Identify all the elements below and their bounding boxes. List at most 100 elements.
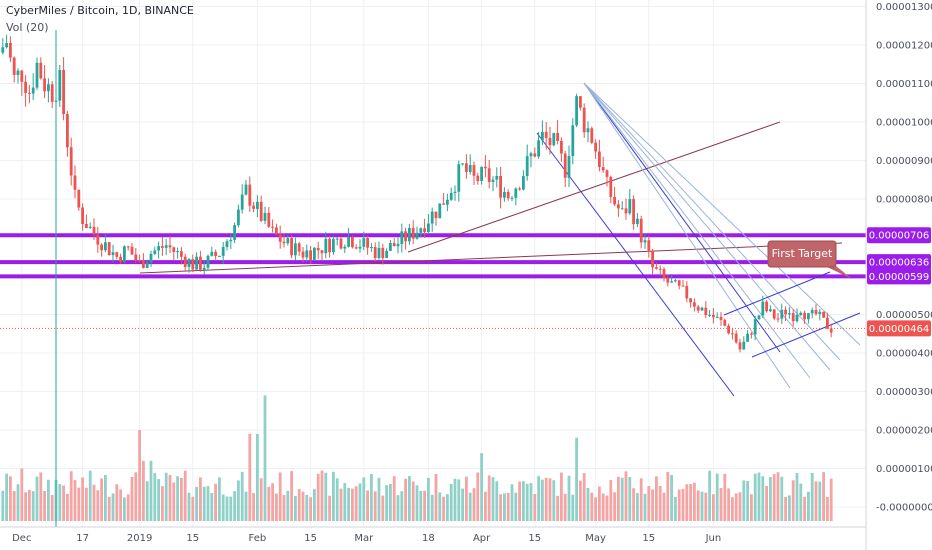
- candle-down: [366, 238, 369, 248]
- volume-bar: [252, 493, 255, 521]
- volume-bar: [704, 492, 708, 521]
- candle-down: [12, 57, 16, 75]
- volume-bar: [404, 478, 407, 521]
- volume-bar: [807, 491, 810, 521]
- candle-up: [571, 125, 575, 156]
- candle-up: [746, 333, 749, 342]
- y-tick-label: 0.00000800: [876, 195, 932, 206]
- candle-down: [658, 268, 662, 270]
- candle-down: [590, 128, 594, 143]
- candle-down: [199, 256, 202, 270]
- y-tick-label: 0.00001100: [876, 79, 932, 90]
- x-tick-label: Mar: [354, 533, 374, 544]
- candle-down: [275, 227, 278, 235]
- volume-bar: [69, 471, 73, 521]
- first-target-callout[interactable]: First Target: [767, 240, 852, 279]
- volume-indicator-label[interactable]: Vol (20): [6, 21, 49, 34]
- candle-down: [487, 168, 491, 183]
- candle-up: [438, 203, 442, 219]
- volume-bar: [506, 492, 510, 521]
- candle-down: [803, 312, 806, 320]
- volume-bar: [20, 468, 24, 521]
- volume-bar: [480, 453, 483, 521]
- volume-bar: [411, 481, 415, 521]
- volume-bar: [799, 483, 803, 521]
- candle-down: [9, 43, 12, 58]
- volume-bar: [347, 487, 350, 521]
- volume-bar: [392, 476, 396, 521]
- candle-up: [430, 211, 434, 224]
- volume-bar: [818, 481, 822, 521]
- volume-bar: [271, 483, 274, 521]
- candle-down: [290, 238, 293, 256]
- candle-down: [617, 204, 620, 209]
- volume-bar: [742, 480, 746, 521]
- candle-down: [309, 250, 312, 260]
- volume-bar: [362, 477, 366, 521]
- callout-layer[interactable]: First Target: [767, 240, 852, 279]
- candle-up: [218, 255, 221, 257]
- volume-bar: [28, 489, 31, 521]
- candle-up: [244, 184, 248, 195]
- volume-bar: [628, 477, 632, 521]
- candle-up: [35, 62, 39, 88]
- volume-bar: [400, 491, 404, 521]
- volume-bar: [81, 477, 84, 521]
- candle-down: [723, 319, 727, 326]
- volume-bar: [522, 481, 525, 521]
- candle-down: [822, 311, 825, 318]
- candle-up: [810, 310, 814, 314]
- candle-up: [449, 192, 453, 200]
- volume-bar: [548, 478, 552, 521]
- volume-bar: [370, 474, 373, 521]
- volume-bar: [696, 490, 700, 521]
- candle-down: [92, 226, 96, 235]
- rising-trendline: [407, 121, 781, 253]
- candle-down: [506, 191, 510, 199]
- candle-down: [77, 189, 81, 208]
- candle-up: [164, 245, 168, 248]
- symbol-title[interactable]: CyberMiles / Bitcoin, 1D, BINANCE: [6, 4, 194, 17]
- volume-bar: [104, 474, 107, 521]
- volume-bar: [134, 472, 138, 521]
- volume-bar: [111, 493, 115, 521]
- candle-down: [776, 318, 780, 320]
- y-tick-label: 0.00000200: [876, 426, 932, 437]
- volume-bar: [465, 476, 468, 521]
- candle-down: [381, 247, 385, 259]
- candle-up: [522, 176, 525, 190]
- volume-bar: [157, 479, 160, 521]
- candle-up: [453, 191, 457, 193]
- volume-bar: [130, 476, 134, 521]
- volume-bar: [624, 471, 628, 521]
- volume-bar: [829, 478, 833, 521]
- candle-down: [655, 267, 658, 269]
- volume-bar: [598, 486, 601, 521]
- candle-down: [639, 218, 643, 243]
- volume-bar: [77, 487, 81, 521]
- candle-down: [316, 247, 320, 251]
- y-tick-label: 0.00000100: [876, 464, 932, 475]
- volume-bar: [115, 484, 119, 521]
- volume-bar: [332, 471, 335, 521]
- candle-up: [427, 223, 430, 232]
- candle-down: [476, 175, 480, 182]
- candle-up: [240, 194, 244, 210]
- volume-bar: [769, 477, 772, 521]
- candle-down: [647, 240, 651, 251]
- candle-down: [168, 245, 172, 248]
- volume-bar: [590, 492, 594, 521]
- candle-up: [335, 238, 339, 240]
- candle-up: [636, 218, 639, 225]
- channel-line-upper: [583, 82, 781, 353]
- candle-down: [39, 62, 43, 79]
- candle-down: [814, 310, 818, 315]
- volume-bar: [66, 493, 69, 521]
- volume-bar: [544, 477, 548, 521]
- volume-bar: [677, 489, 681, 521]
- candle-down: [632, 199, 635, 225]
- volume-bar: [275, 493, 278, 521]
- candle-up: [495, 176, 499, 180]
